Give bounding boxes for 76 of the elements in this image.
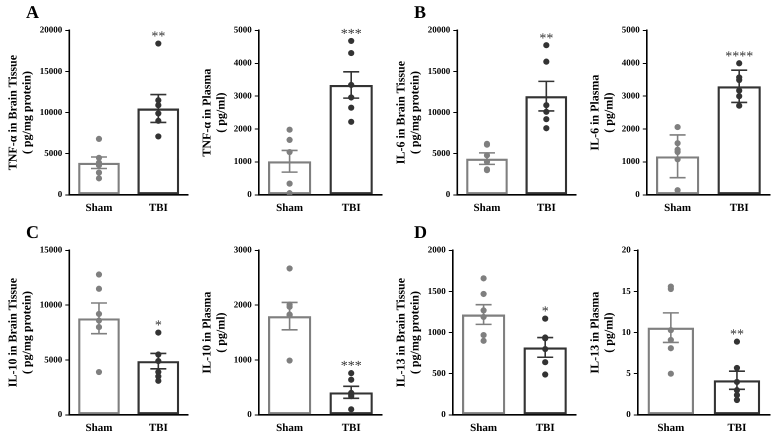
y-tick-label: 2000 [428, 244, 446, 255]
y-tick-label: 5000 [234, 24, 252, 35]
y-tick-label: 10000 [40, 300, 63, 310]
text: B [414, 2, 426, 23]
x-tick-label: TBI [727, 422, 746, 434]
annotation: * [542, 304, 549, 320]
y-tick-label: 2000 [622, 123, 640, 134]
y-tick-label: 1000 [234, 354, 252, 364]
y-tick-label: 1000 [234, 156, 252, 166]
y-tick-label: 20000 [428, 24, 451, 35]
y-tick-label: 15000 [40, 66, 63, 76]
x-tick-label: TBI [342, 422, 361, 434]
x-tick-label: Sham [86, 422, 112, 434]
annotation: ** [151, 30, 166, 45]
text: C [26, 222, 39, 243]
y-tick-label: 1000 [428, 326, 446, 337]
y-tick-label: 1500 [428, 286, 446, 296]
y-axis-title: IL-13 in Brain Tissue ( pg/mg protein) [393, 277, 422, 388]
y-tick-label: 15000 [428, 66, 451, 76]
x-tick-label: Sham [470, 422, 498, 434]
y-tick-label: 4000 [622, 58, 640, 68]
y-tick-label: 3000 [234, 90, 252, 100]
x-tick-label: Sham [657, 422, 684, 434]
y-axis-title: TNF-α in Brain Tissue ( pg/mg protein) [5, 54, 34, 170]
y-tick-label: 0 [626, 409, 632, 420]
y-tick-label: 0 [441, 409, 446, 420]
y-axis-title: TNF-α in Plasma ( pg/ml) [199, 68, 228, 157]
y-tick-label: 3000 [622, 90, 640, 100]
x-tick-label: Sham [474, 202, 500, 214]
y-tick-label: 2000 [234, 300, 252, 310]
y-tick-label: 0 [58, 409, 63, 420]
annotation: ** [730, 328, 744, 343]
x-tick-label: Sham [276, 422, 304, 434]
x-tick-label: TBI [148, 202, 168, 214]
y-tick-label: 0 [635, 189, 640, 200]
y-tick-label: 500 [432, 368, 446, 378]
y-axis-title: IL-13 in Plasma ( pg/ml) [587, 292, 616, 374]
x-tick-label: TBI [536, 202, 556, 214]
y-tick-label: 15000 [40, 244, 63, 255]
y-tick-label: 3000 [234, 244, 252, 255]
text: A [26, 2, 39, 23]
y-tick-label: 0 [247, 409, 252, 420]
y-tick-label: 0 [446, 189, 451, 200]
y-tick-label: 15 [622, 286, 632, 296]
x-tick-label: Sham [86, 202, 112, 214]
y-tick-label: 1000 [622, 156, 640, 166]
x-tick-label: TBI [730, 202, 749, 214]
annotation: * [154, 318, 162, 334]
y-tick-label: 10000 [40, 106, 63, 117]
y-tick-label: 10 [622, 326, 632, 337]
y-tick-label: 5000 [622, 24, 640, 35]
annotation: *** [340, 359, 362, 374]
annotation: **** [725, 49, 754, 64]
y-tick-label: 5 [626, 368, 632, 378]
y-axis-title: IL-6 in Brain Tissue ( pg/mg protein) [393, 60, 422, 164]
y-tick-label: 5000 [44, 354, 63, 364]
y-axis-title: IL-6 in Plasma ( pg/ml) [587, 74, 616, 151]
y-tick-label: 4000 [234, 58, 252, 68]
y-tick-label: 0 [247, 189, 252, 200]
y-tick-label: 20000 [40, 24, 63, 35]
y-axis-title: IL-10 in Brain Tissue ( pg/mg protein) [5, 277, 34, 388]
x-tick-label: Sham [664, 202, 692, 214]
x-tick-label: TBI [342, 202, 361, 214]
annotation: ** [539, 31, 554, 46]
x-tick-label: TBI [536, 422, 555, 434]
y-tick-label: 5000 [44, 148, 63, 158]
annotation: *** [340, 26, 362, 42]
y-tick-label: 2000 [234, 123, 252, 134]
x-tick-label: Sham [276, 202, 304, 214]
y-tick-label: 10000 [428, 106, 451, 117]
y-tick-label: 0 [58, 189, 63, 200]
x-tick-label: TBI [148, 422, 168, 434]
y-tick-label: 20 [622, 244, 632, 255]
y-tick-label: 5000 [432, 148, 451, 158]
y-axis-title: IL-10 in Plasma ( pg/ml) [199, 292, 228, 374]
text: D [414, 222, 427, 243]
